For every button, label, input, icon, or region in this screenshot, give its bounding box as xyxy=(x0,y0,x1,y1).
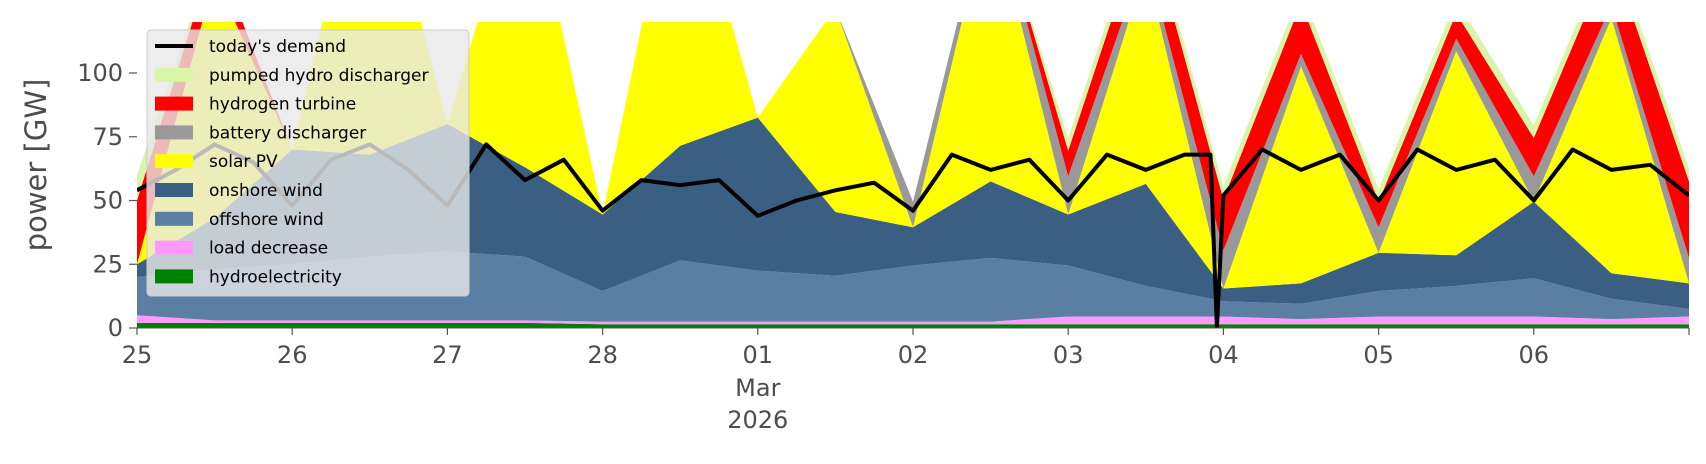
legend-label: pumped hydro discharger xyxy=(209,66,428,86)
legend-label: battery discharger xyxy=(209,123,366,143)
legend-swatch xyxy=(155,154,193,169)
legend-label: offshore wind xyxy=(209,210,324,230)
legend-swatch xyxy=(155,240,193,255)
legend-box xyxy=(146,29,470,297)
legend: today's demand pumped hydro discharger hyd… xyxy=(146,29,470,297)
x-tick-label: 05 xyxy=(1363,341,1394,369)
y-axis-label: power [GW] xyxy=(19,79,53,252)
legend-label: hydrogen turbine xyxy=(209,95,356,115)
y-tick-label: 75 xyxy=(92,123,123,151)
x-tick-label: 26 xyxy=(277,341,308,369)
x-tick-label: 02 xyxy=(898,341,929,369)
y-tick-label: 100 xyxy=(77,59,123,87)
legend-swatch xyxy=(155,67,193,82)
area-solar-pv xyxy=(137,22,1689,289)
y-tick-label: 0 xyxy=(108,314,123,342)
y-tick-label: 25 xyxy=(92,250,123,278)
area-load-decrease xyxy=(137,315,1689,325)
area-hydroelectricity xyxy=(137,322,1689,328)
legend-swatch xyxy=(155,269,193,284)
legend-label: hydroelectricity xyxy=(209,267,342,287)
x-tick-label: 28 xyxy=(587,341,618,369)
legend-label: solar PV xyxy=(209,152,278,172)
legend-label: load decrease xyxy=(209,239,328,259)
x-tick-label: 27 xyxy=(432,341,463,369)
area-offshore-wind xyxy=(137,251,1689,322)
legend-swatch xyxy=(155,125,193,140)
legend-swatch xyxy=(155,211,193,226)
legend-swatch xyxy=(155,183,193,197)
x-tick-label: 03 xyxy=(1053,341,1084,369)
x-tick-label: 06 xyxy=(1519,341,1550,369)
x-tick-label: 04 xyxy=(1208,341,1239,369)
month-label: Mar xyxy=(735,374,780,402)
legend-swatch xyxy=(155,96,193,111)
legend-label: onshore wind xyxy=(209,181,323,201)
legend-label: today's demand xyxy=(209,37,346,57)
year-label: 2026 xyxy=(727,406,788,434)
x-tick-label: 25 xyxy=(122,341,153,369)
y-tick-label: 50 xyxy=(92,187,123,215)
x-tick-label: 01 xyxy=(743,341,774,369)
